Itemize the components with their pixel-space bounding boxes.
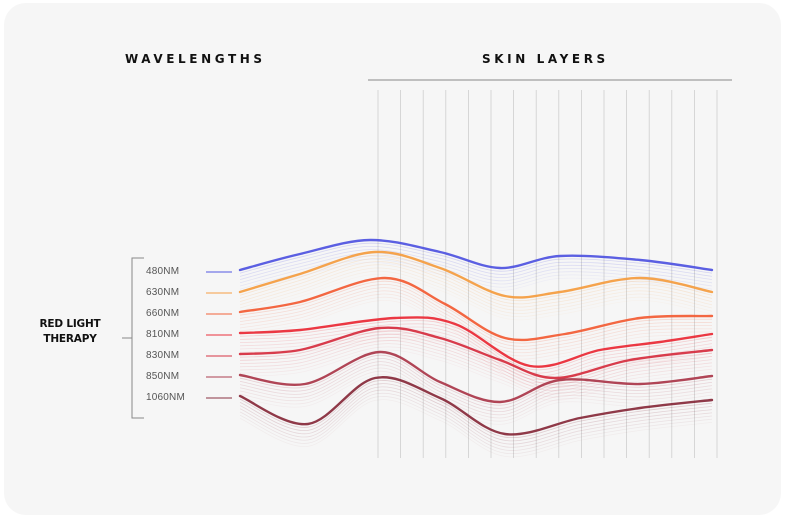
diagram-card	[4, 3, 781, 515]
band-echo-line	[239, 299, 713, 363]
band-main-line	[238, 316, 714, 368]
band-echo-line	[239, 357, 713, 409]
band-echo-line	[239, 245, 713, 277]
wavelength-label: 1060NM	[146, 392, 185, 403]
band-main-line	[238, 238, 714, 272]
band-echo-line	[239, 364, 713, 416]
band-echo-line	[239, 257, 713, 305]
wavelength-band	[238, 376, 714, 458]
band-echo-line	[239, 361, 713, 413]
band-main-line	[238, 350, 714, 404]
wavelength-band	[238, 250, 714, 321]
band-echo-line	[239, 396, 713, 455]
band-echo-line	[239, 264, 713, 311]
wavelength-label: 480NM	[146, 266, 180, 277]
wavelength-bands	[238, 238, 714, 458]
band-echo-line	[239, 343, 713, 395]
band-echo-line	[239, 354, 713, 406]
wavelength-markers	[206, 271, 232, 399]
band-echo-line	[239, 392, 713, 451]
band-echo-line	[239, 270, 713, 318]
band-echo-line	[239, 339, 713, 390]
wavelength-label: 850NM	[146, 371, 180, 382]
therapy-label-line2: THERAPY	[43, 333, 97, 345]
band-echo-line	[239, 242, 713, 274]
band-echo-line	[239, 252, 713, 284]
wavelength-band	[238, 276, 714, 363]
skin-layers-heading: SKIN LAYERS	[482, 52, 609, 66]
band-echo-line	[239, 330, 713, 382]
red-light-therapy-label: RED LIGHT THERAPY	[24, 317, 116, 347]
band-echo-line	[239, 267, 713, 314]
band-echo-line	[239, 323, 713, 374]
band-echo-line	[239, 386, 713, 445]
band-echo-line	[239, 261, 713, 308]
band-echo-line	[239, 336, 713, 389]
wavelength-band	[238, 350, 714, 425]
band-echo-line	[239, 389, 713, 448]
band-echo-line	[239, 261, 713, 293]
wavelength-band	[238, 326, 714, 401]
band-echo-line	[239, 283, 713, 347]
band-echo-line	[239, 399, 713, 458]
band-main-line	[238, 250, 714, 299]
band-echo-line	[239, 296, 713, 360]
band-echo-line	[239, 326, 713, 377]
wavelength-label: 810NM	[146, 329, 180, 340]
band-echo-line	[239, 254, 713, 302]
band-echo-line	[239, 280, 713, 344]
wavelength-bracket	[122, 257, 144, 419]
band-echo-line	[239, 333, 713, 385]
skin-layer-grid	[377, 90, 718, 458]
band-echo-line	[239, 320, 713, 371]
wavelength-label: 830NM	[146, 350, 180, 361]
band-echo-line	[239, 340, 713, 392]
wavelength-band	[238, 316, 714, 390]
band-main-line	[238, 276, 714, 342]
band-main-line	[238, 376, 714, 436]
band-echo-line	[239, 332, 713, 384]
band-echo-line	[239, 370, 713, 422]
band-echo-line	[239, 249, 713, 280]
wavelength-label: 660NM	[146, 308, 180, 319]
band-echo-line	[239, 367, 713, 419]
band-echo-line	[239, 380, 713, 439]
therapy-label-line1: RED LIGHT	[39, 318, 101, 330]
band-echo-line	[239, 383, 713, 442]
band-echo-line	[239, 349, 713, 401]
band-echo-line	[239, 255, 713, 287]
wavelengths-heading: WAVELENGTHS	[125, 52, 266, 66]
band-echo-line	[239, 287, 713, 350]
wavelength-label: 630NM	[146, 287, 180, 298]
band-main-line	[238, 326, 714, 380]
band-echo-line	[239, 273, 713, 321]
band-echo-line	[239, 293, 713, 357]
band-echo-line	[239, 346, 713, 398]
